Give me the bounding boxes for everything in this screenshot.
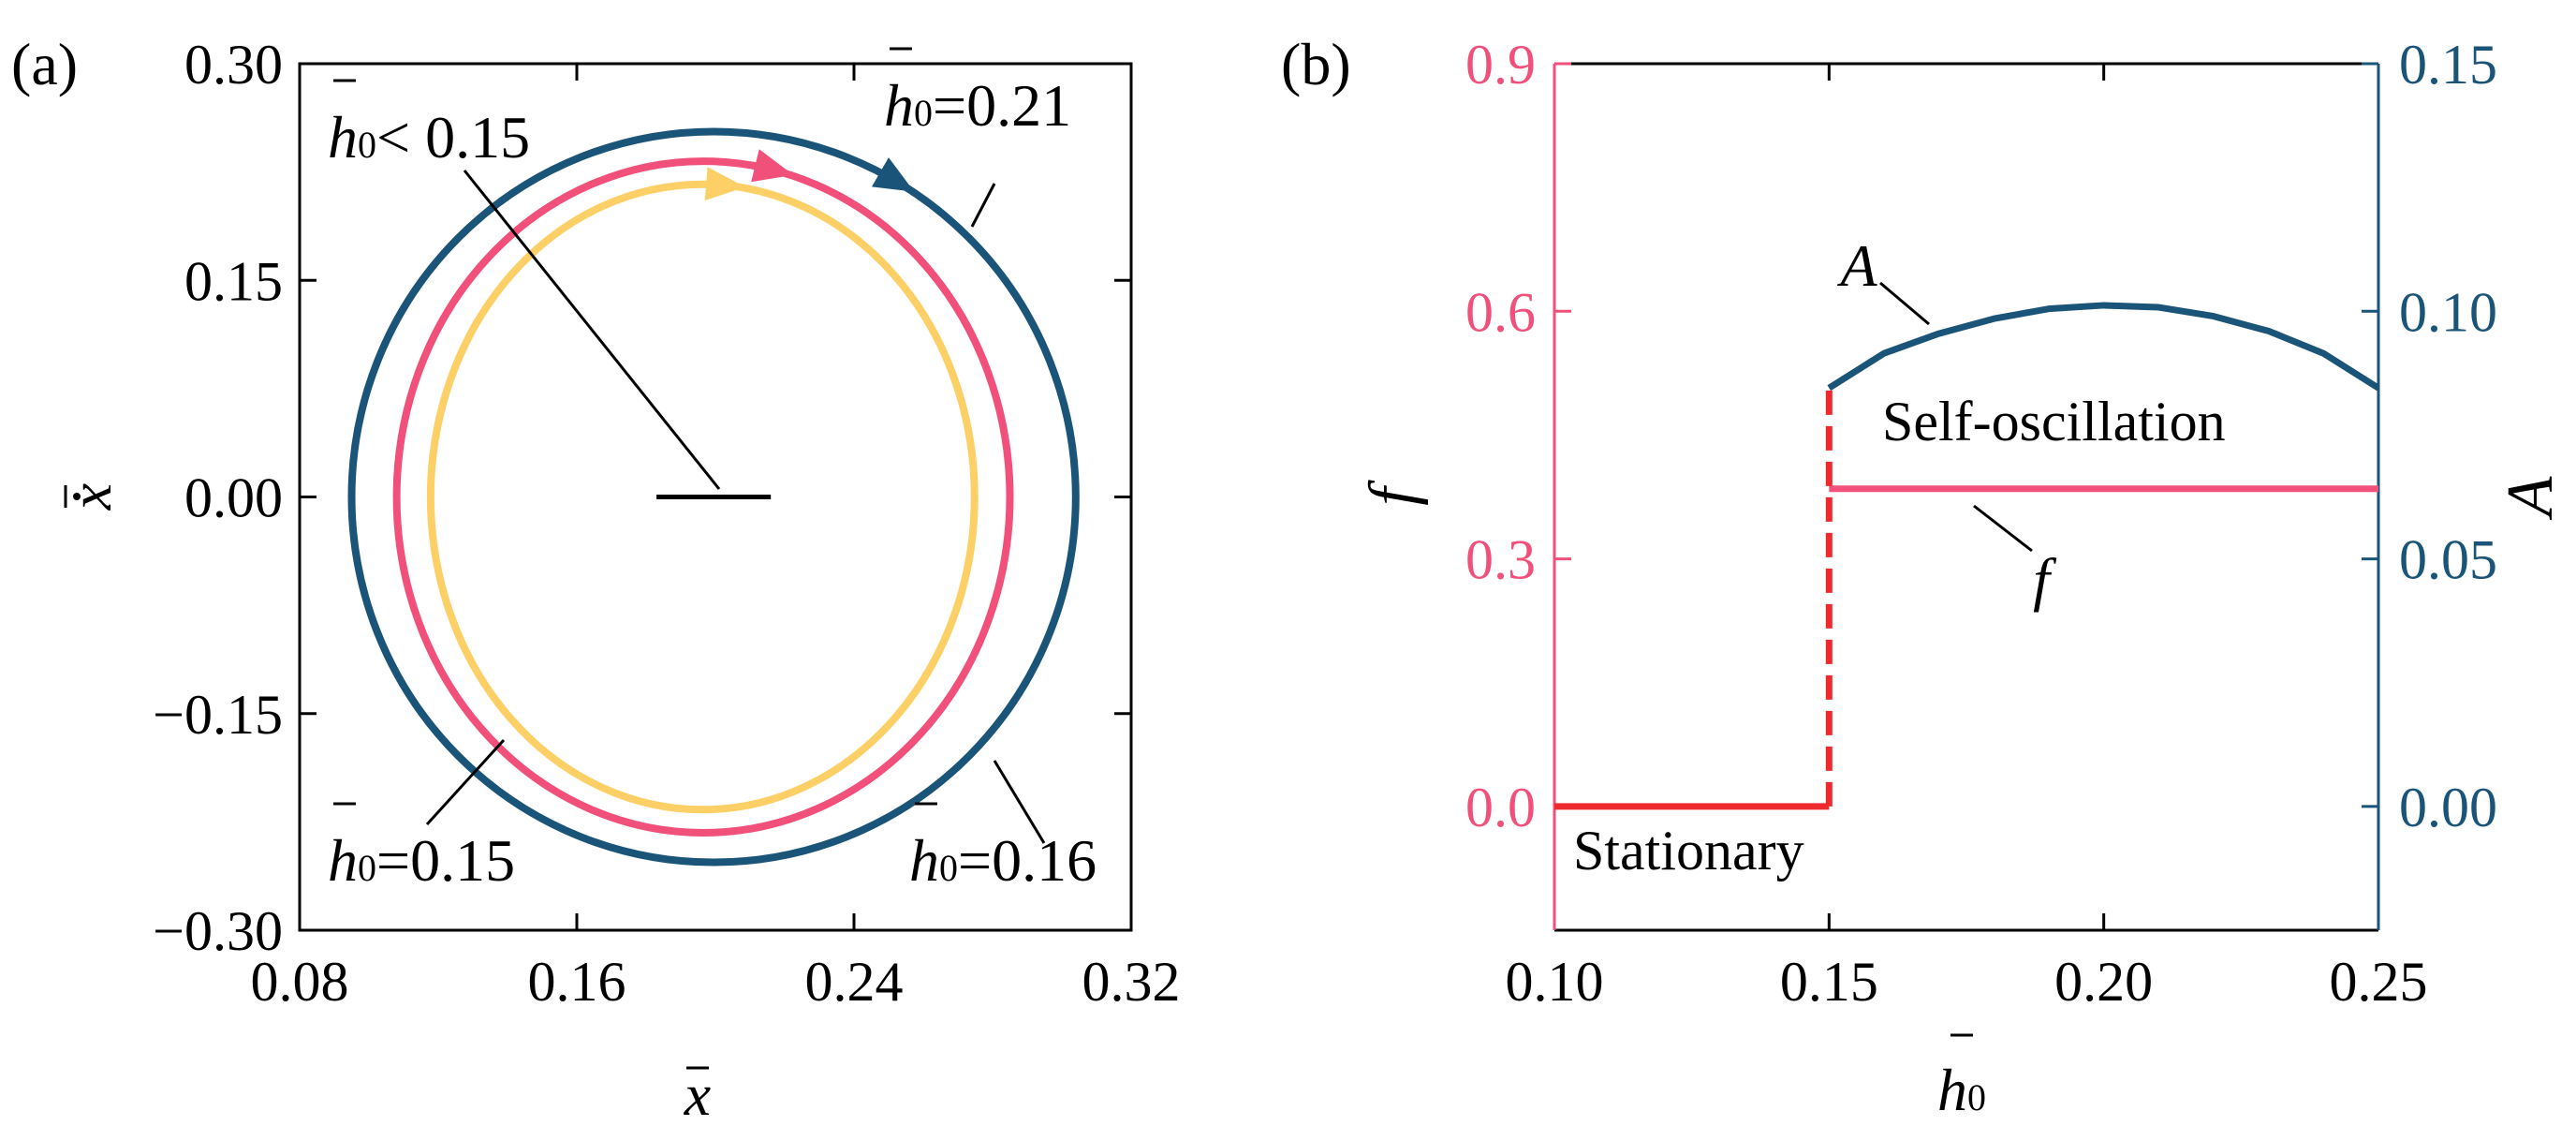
x-tick-label-b: 0.20 (2054, 951, 2153, 1013)
annotation-h0-lt-015: h0< 0.15 (328, 79, 530, 170)
panel-a-ticks: 0.08 0.16 0.24 0.32 0.30 0.15 0.00 −0.15 −0.30 (153, 34, 1180, 1013)
y-tick-label-right: 0.15 (2399, 34, 2497, 96)
panel-b-xlabel: h0 (1937, 1033, 1986, 1123)
arrow-h0=0.16 (751, 149, 794, 183)
svg-text:h0: h0 (1937, 1057, 1986, 1123)
svg-text:h0=0.16: h0=0.16 (909, 827, 1097, 894)
panel-a-label: (a) (11, 31, 78, 97)
panel-a-arrows (704, 149, 915, 201)
leader-f (1973, 504, 2033, 553)
series-A (1827, 302, 2378, 392)
arrow-h0=0.15 (704, 167, 745, 201)
annotation-h0-021: h0=0.21 (884, 47, 1071, 139)
x-tick-label-a: 0.24 (805, 951, 904, 1013)
svg-text:h0=0.15: h0=0.15 (328, 827, 515, 894)
annotation-h0-015: h0=0.15 (328, 802, 515, 894)
x-tick-label-b: 0.15 (1780, 951, 1878, 1013)
arrow-h0=0.21 (871, 157, 915, 192)
y-tick-label-left: 0.9 (1465, 34, 1536, 96)
panel-b-series (1554, 302, 2378, 810)
y-tick-label-left: 0.6 (1465, 281, 1536, 343)
leader-A (1879, 281, 1930, 326)
x-tick-label-a: 0.16 (528, 951, 626, 1013)
limit-cycle-h0=0.21 (347, 127, 1080, 867)
panel-a-xlabel: x (684, 1061, 711, 1126)
leader-h0-lt-015 (463, 170, 721, 490)
svg-text:h0=0.21: h0=0.21 (884, 72, 1071, 139)
y-tick-label-left: 0.3 (1465, 529, 1536, 591)
annotation-f: f (2033, 546, 2057, 613)
limit-cycle-h0=0.15 (426, 180, 979, 814)
limit-cycle-h0=0.16 (392, 157, 1014, 837)
y-tick-label-right: 0.10 (2399, 281, 2497, 343)
y-tick-label-right: 0.05 (2399, 529, 2497, 591)
x-tick-label-b: 0.10 (1506, 951, 1604, 1013)
panel-b-ticks: 0.10 0.15 0.20 0.25 0.9 0.6 0.3 0.0 0.15 0.10 0.05… (1465, 34, 2497, 1013)
y-tick-label-a: −0.30 (153, 900, 283, 962)
y-tick-label-a: 0.30 (184, 34, 283, 96)
leader-h0-016 (993, 760, 1046, 844)
leader-h0-015 (425, 738, 506, 826)
leader-h0-021 (970, 183, 996, 228)
svg-text:x: x (57, 483, 124, 511)
y-tick-label-right: 0.00 (2399, 777, 2497, 838)
panel-b-ylabel-left: f (1357, 480, 1429, 506)
panel-b-label: (b) (1281, 31, 1351, 97)
svg-text:x: x (684, 1061, 711, 1126)
annotation-A: A (1836, 232, 1877, 299)
panel-a-ylabel: x (57, 483, 124, 511)
y-tick-label-a: −0.15 (153, 684, 283, 746)
x-tick-label-a: 0.32 (1082, 951, 1181, 1013)
panel-b-ylabel-right: A (2495, 476, 2567, 520)
panel-a-cycles (347, 127, 1080, 867)
panel-a-leaders (425, 170, 1046, 844)
y-tick-label-a: 0.00 (184, 467, 283, 529)
y-tick-label-a: 0.15 (184, 250, 283, 312)
x-tick-label-b: 0.25 (2330, 951, 2428, 1013)
x-tick-label-a: 0.08 (251, 951, 349, 1013)
panel-b: (b) 0.10 0.15 0.20 0.250.90.60.30.00.150.10… (1281, 31, 2567, 1123)
panel-a: (a) 0.08 0.16 0.24 0.32 0.30 0.15 0.00 −0.15 −0.… (11, 31, 1181, 1126)
annotation-h0-016: h0=0.16 (909, 802, 1097, 894)
y-tick-label-left: 0.0 (1465, 777, 1536, 838)
annotation-stationary: Stationary (1573, 820, 1804, 882)
svg-text:h0< 0.15: h0< 0.15 (328, 104, 530, 170)
annotation-self-oscillation: Self-oscillation (1882, 391, 2226, 452)
